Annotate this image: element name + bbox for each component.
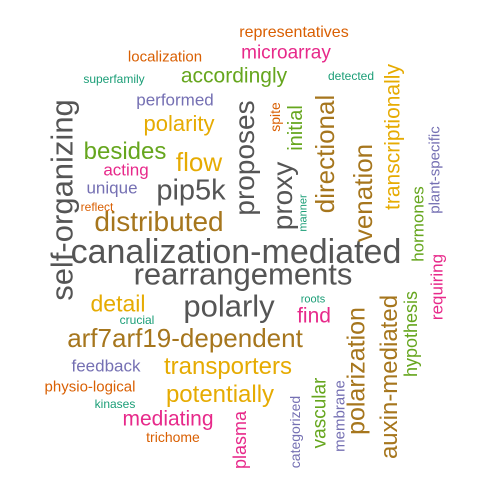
word-polarly: polarly [183, 288, 275, 324]
word-crucial: crucial [119, 313, 155, 327]
word-rearrangements: rearrangements [133, 256, 353, 292]
word-acting: acting [103, 160, 149, 180]
word-physio-logical: physio-logical [44, 378, 136, 396]
word-arf7arf19-dependent: arf7arf19-dependent [67, 323, 303, 353]
word-polarity: polarity [143, 111, 215, 136]
word-venation: venation [348, 143, 378, 243]
word-hormones: hormones [408, 186, 428, 262]
word-superfamily: superfamily [83, 72, 145, 86]
word-distributed: distributed [94, 206, 224, 237]
word-hypothesis: hypothesis [401, 290, 421, 378]
word-transcriptionally: transcriptionally [381, 64, 405, 210]
word-auxin-mediated: auxin-mediated [376, 294, 403, 460]
word-pip5k: pip5k [156, 174, 226, 207]
word-manner: manner [297, 194, 310, 232]
word-trichome: trichome [146, 429, 200, 445]
word-proxy: proxy [267, 161, 298, 231]
word-plasma: plasma [230, 410, 250, 470]
word-categorized: categorized [287, 395, 303, 469]
word-transporters: transporters [163, 353, 293, 380]
word-find: find [297, 304, 331, 328]
word-localization: localization [127, 48, 203, 66]
word-proposes: proposes [229, 100, 260, 216]
word-flow: flow [175, 147, 223, 177]
word-kinases: kinases [94, 397, 136, 411]
word-representatives: representatives [239, 24, 349, 41]
word-plant-specific: plant-specific [426, 126, 444, 214]
word-potentially: potentially [165, 381, 275, 408]
word-roots: roots [300, 293, 326, 306]
word-initial: initial [285, 105, 307, 151]
word-accordingly: accordingly [180, 64, 288, 88]
word-spite: spite [267, 102, 283, 132]
word-detail: detail [90, 290, 146, 317]
word-detected: detected [327, 69, 375, 83]
word-performed: performed [136, 90, 214, 110]
word-self-organizing: self-organizing [44, 99, 80, 301]
word-unique: unique [86, 178, 138, 198]
word-vascular: vascular [309, 377, 331, 449]
word-requiring: requiring [427, 253, 447, 321]
word-directional: directional [310, 94, 340, 214]
word-reflect: reflect [80, 200, 114, 214]
word-mediating: mediating [122, 407, 214, 431]
word-membrane: membrane [331, 380, 349, 452]
word-besides: besides [83, 138, 167, 165]
word-microarray: microarray [241, 42, 331, 64]
word-canalization-mediated: canalization-mediated [70, 233, 402, 271]
word-feedback: feedback [71, 356, 141, 376]
